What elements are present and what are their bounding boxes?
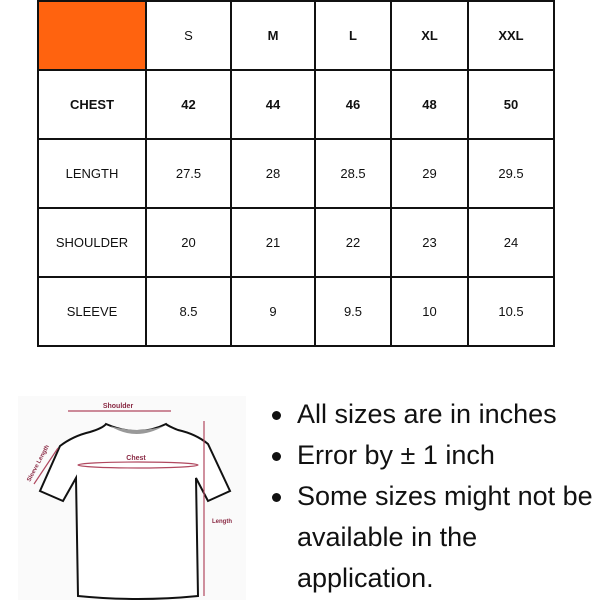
tshirt-outline xyxy=(38,422,232,600)
cell: 9.5 xyxy=(314,276,392,347)
chest-label: Chest xyxy=(126,455,146,462)
cell: 50 xyxy=(467,69,555,140)
length-label: Length xyxy=(212,519,232,525)
cell: 24 xyxy=(467,207,555,278)
notes-list: All sizes are in inches Error by ± 1 inc… xyxy=(268,394,598,599)
size-header: M xyxy=(230,0,316,71)
collar xyxy=(110,426,164,434)
cell: 29.5 xyxy=(467,138,555,209)
cell: 22 xyxy=(314,207,392,278)
corner-cell xyxy=(37,0,147,71)
size-header: L xyxy=(314,0,392,71)
table-header-row: S M L XL XXL xyxy=(37,0,555,71)
size-chart-table: S M L XL XXL CHEST 42 44 46 48 50 LENGTH… xyxy=(37,0,555,347)
cell: 20 xyxy=(145,207,232,278)
size-header: S xyxy=(145,0,232,71)
cell: 28 xyxy=(230,138,316,209)
cell: 27.5 xyxy=(145,138,232,209)
cell: 10 xyxy=(390,276,469,347)
table-row: LENGTH 27.5 28 28.5 29 29.5 xyxy=(37,138,555,209)
cell: 23 xyxy=(390,207,469,278)
table-row: SHOULDER 20 21 22 23 24 xyxy=(37,207,555,278)
cell: 28.5 xyxy=(314,138,392,209)
cell: 48 xyxy=(390,69,469,140)
tshirt-measurement-diagram: Shoulder Chest Sleeve Length Length xyxy=(18,396,246,600)
cell: 42 xyxy=(145,69,232,140)
cell: 9 xyxy=(230,276,316,347)
table-row: CHEST 42 44 46 48 50 xyxy=(37,69,555,140)
size-header: XXL xyxy=(467,0,555,71)
row-label: CHEST xyxy=(37,69,147,140)
cell: 46 xyxy=(314,69,392,140)
note-item: All sizes are in inches xyxy=(268,394,598,435)
row-label: SHOULDER xyxy=(37,207,147,278)
cell: 8.5 xyxy=(145,276,232,347)
size-header: XL xyxy=(390,0,469,71)
row-label: LENGTH xyxy=(37,138,147,209)
note-item: Error by ± 1 inch xyxy=(268,435,598,476)
cell: 10.5 xyxy=(467,276,555,347)
cell: 29 xyxy=(390,138,469,209)
table-row: SLEEVE 8.5 9 9.5 10 10.5 xyxy=(37,276,555,347)
cell: 44 xyxy=(230,69,316,140)
shoulder-label: Shoulder xyxy=(103,403,134,410)
note-item: Some sizes might not be available in the… xyxy=(268,476,598,599)
row-label: SLEEVE xyxy=(37,276,147,347)
cell: 21 xyxy=(230,207,316,278)
